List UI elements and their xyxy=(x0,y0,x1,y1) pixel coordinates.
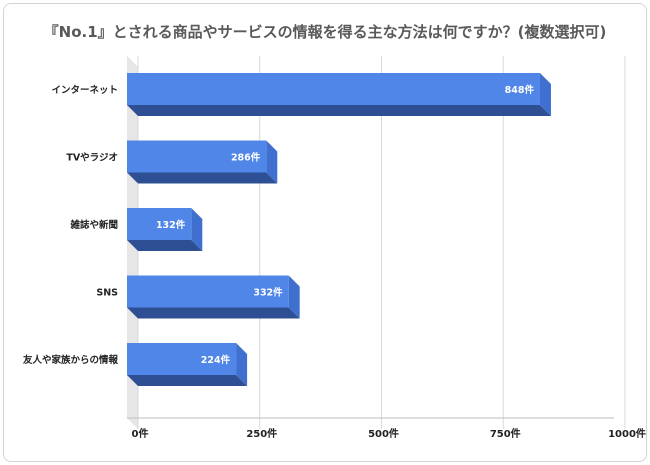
bar xyxy=(127,73,551,116)
bar-side-face xyxy=(266,140,278,184)
bar-front-face xyxy=(127,343,237,375)
category-label: インターネット xyxy=(51,84,118,96)
value-label: 132件 xyxy=(156,219,186,231)
category-label: TVやラジオ xyxy=(66,153,118,164)
category-label: 友人や家族からの情報 xyxy=(22,354,119,366)
bar-front-face xyxy=(127,73,540,105)
x-tick-label: 0件 xyxy=(132,427,149,440)
bar-side-face xyxy=(236,343,248,386)
bar-side-face xyxy=(539,73,551,116)
x-tick-label: 500件 xyxy=(368,427,399,440)
value-label: 848件 xyxy=(505,84,535,96)
value-label: 286件 xyxy=(231,152,261,164)
bar-bottom-face xyxy=(127,307,300,319)
bar-bottom-face xyxy=(127,172,278,184)
bar-bottom-face xyxy=(127,105,551,116)
value-labels: 848件 286件 132件 332件 224件 xyxy=(156,84,535,366)
chart-title: 『No.1』とされる商品やサービスの情報を得る主な方法は何ですか？(複数選択可) xyxy=(44,23,607,41)
x-tick-label: 750件 xyxy=(490,427,521,440)
bar-front-face xyxy=(127,275,289,308)
x-axis-ticks: 0件 250件 500件 750件 1000件 xyxy=(132,427,646,440)
bar xyxy=(127,275,300,319)
value-label: 332件 xyxy=(253,287,283,299)
x-tick-label: 250件 xyxy=(246,427,277,440)
bar-side-face xyxy=(288,275,300,319)
x-tick-label: 1000件 xyxy=(608,427,646,440)
bar-bottom-face xyxy=(127,375,248,386)
bar xyxy=(127,343,248,386)
bar xyxy=(127,140,278,184)
bar-side-face xyxy=(191,208,203,251)
category-label: SNS xyxy=(96,288,118,299)
value-label: 224件 xyxy=(201,354,231,366)
bar xyxy=(127,208,203,251)
bar-front-face xyxy=(127,140,267,173)
category-label: 雑誌や新聞 xyxy=(69,219,118,231)
bar-bottom-face xyxy=(127,240,203,251)
bar-front-face xyxy=(127,208,192,240)
bars xyxy=(127,73,551,386)
